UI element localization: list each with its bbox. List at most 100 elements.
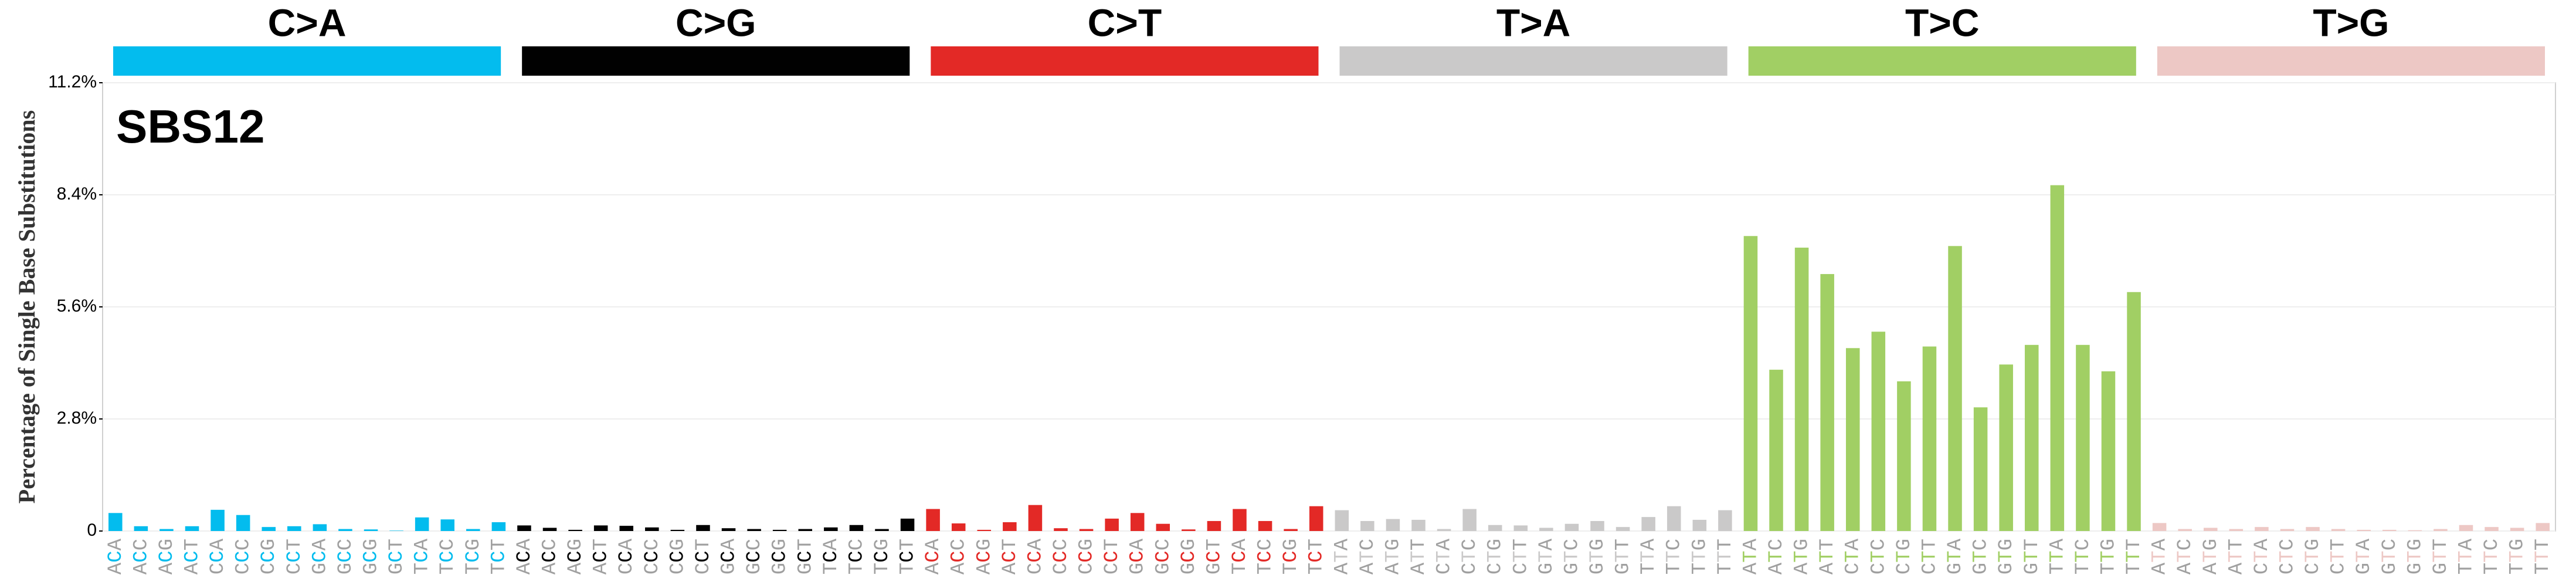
bar — [1922, 346, 1937, 531]
x-tick-label: TTT — [2123, 539, 2146, 574]
bar — [1769, 370, 1783, 531]
bar — [2101, 371, 2116, 531]
bar — [313, 524, 327, 531]
x-tick-letter: C — [948, 550, 970, 562]
bar — [159, 529, 174, 531]
x-tick-label: TCT — [488, 539, 510, 574]
x-tick-label: TTA — [2455, 538, 2477, 574]
x-tick-letter: C — [590, 550, 613, 562]
bar — [440, 519, 454, 531]
x-tick-letter: C — [1127, 550, 1149, 562]
x-tick-label: CTC — [1459, 539, 1481, 574]
x-tick-label: ACG — [565, 539, 587, 574]
bar — [287, 526, 301, 531]
x-tick-letter: T — [590, 539, 613, 550]
x-tick-letter: T — [1919, 539, 1941, 550]
bar — [721, 528, 736, 531]
x-tick-letter: C — [1842, 563, 1865, 574]
x-tick-letter: A — [1357, 562, 1379, 574]
x-tick-letter: T — [1842, 550, 1865, 562]
bar — [2357, 529, 2371, 531]
x-tick-label: ATC — [1357, 539, 1379, 574]
x-tick-letter: C — [846, 539, 868, 550]
x-tick-letter: G — [335, 563, 357, 574]
x-tick-letter: T — [2123, 539, 2146, 550]
x-tick-letter: T — [463, 563, 485, 574]
x-tick-letter: A — [922, 538, 945, 550]
x-tick-label: TCT — [897, 539, 919, 574]
x-tick-label: GCC — [335, 539, 357, 574]
x-tick-letter: C — [412, 550, 434, 562]
x-tick-label: ATC — [1766, 539, 1788, 574]
x-tick-letter: T — [1331, 550, 1353, 562]
bar — [1054, 528, 1068, 531]
x-tick-letter: C — [2072, 539, 2095, 550]
x-tick-letter: T — [1664, 550, 1686, 562]
bar — [1692, 519, 1707, 531]
x-tick-letter: C — [744, 550, 766, 562]
x-tick-letter: G — [1152, 563, 1175, 574]
bar — [568, 529, 582, 531]
x-tick-letter: T — [386, 539, 408, 550]
x-tick-letter: C — [846, 550, 868, 562]
x-tick-letter: T — [437, 563, 459, 574]
bar — [1845, 348, 1860, 531]
x-tick-letter: G — [2430, 563, 2452, 574]
chart-title: SBS12 — [116, 100, 264, 153]
x-tick-label: TTG — [2507, 539, 2529, 574]
y-tick-label: 8.4% — [57, 184, 97, 204]
x-tick-letter: C — [130, 550, 152, 562]
x-tick-letter: C — [871, 550, 894, 562]
x-tick-letter: A — [1638, 538, 1660, 550]
bar — [2485, 527, 2499, 531]
x-tick-label: CCT — [693, 539, 715, 574]
x-tick-letter: C — [2251, 563, 2273, 574]
x-tick-label: CTC — [2276, 539, 2299, 574]
bar — [1360, 520, 1374, 531]
x-tick-letter: T — [1510, 539, 1532, 550]
bar — [1718, 510, 1732, 531]
x-tick-label: ACC — [539, 539, 562, 574]
bar — [211, 509, 225, 531]
x-tick-letter: G — [2302, 539, 2324, 550]
x-tick-letter: C — [2481, 539, 2503, 550]
x-tick-letter: T — [999, 539, 1021, 550]
x-tick-letter: G — [2098, 539, 2120, 550]
x-tick-letter: T — [2430, 539, 2452, 550]
x-tick-letter: C — [642, 539, 664, 550]
bar — [1079, 529, 1094, 531]
x-tick-letter: A — [565, 562, 587, 574]
x-tick-label: GTA — [1536, 538, 1558, 574]
x-tick-letter: T — [1817, 550, 1839, 562]
bar — [1641, 517, 1655, 531]
x-tick-label: ACA — [922, 538, 945, 574]
x-tick-letter: A — [514, 562, 536, 574]
x-tick-letter: A — [2046, 538, 2069, 550]
x-tick-letter: C — [667, 563, 689, 574]
x-tick-letter: T — [1970, 550, 1993, 562]
x-tick-label: GCG — [769, 539, 792, 574]
x-tick-letter: T — [2098, 550, 2120, 562]
x-tick-letter: G — [1587, 539, 1609, 550]
x-tick-letter: T — [1689, 563, 1711, 574]
x-tick-letter: C — [922, 550, 945, 562]
x-tick-letter: C — [181, 550, 203, 562]
bar — [2331, 529, 2346, 531]
bar — [1667, 506, 1681, 531]
x-tick-letter: A — [1791, 562, 1814, 574]
x-tick-letter: T — [412, 563, 434, 574]
x-tick-letter: A — [718, 538, 741, 550]
x-tick-letter: T — [1434, 550, 1456, 562]
x-tick-letter: G — [1561, 563, 1583, 574]
x-tick-letter: A — [2174, 562, 2197, 574]
bar — [2024, 344, 2039, 531]
x-tick-label: ACA — [105, 538, 127, 574]
bar — [670, 529, 685, 531]
x-tick-letter: A — [1817, 562, 1839, 574]
x-tick-label: ATG — [1791, 539, 1814, 574]
x-tick-letter: A — [2225, 562, 2248, 574]
x-tick-label: TTG — [2098, 539, 2120, 574]
bar — [236, 515, 250, 531]
x-tick-letter: T — [1613, 550, 1635, 562]
x-tick-letter: T — [1101, 539, 1124, 550]
